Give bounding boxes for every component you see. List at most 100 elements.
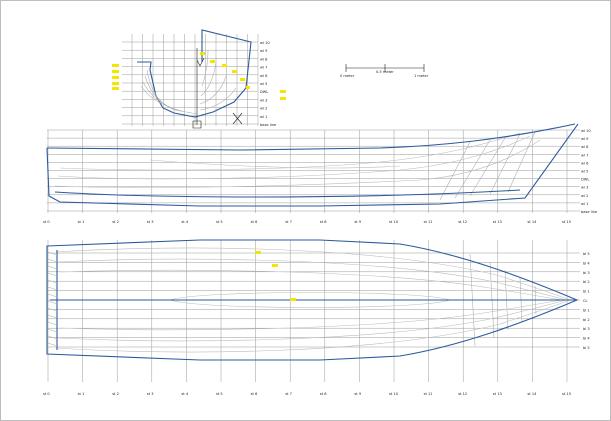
plan-station-label: st 12 bbox=[458, 392, 467, 396]
body-plan-wl-label: wl 10 bbox=[260, 41, 270, 45]
plan-transom-hatch-line bbox=[47, 321, 58, 326]
profile-wl-label: wl 6 bbox=[581, 161, 589, 165]
plan-buttock-label: CL bbox=[583, 299, 588, 303]
body-plan-highlights bbox=[112, 52, 286, 100]
plan-station-label: st 7 bbox=[285, 392, 292, 396]
plan-buttock-label: bl 2 bbox=[583, 318, 590, 322]
profile-station-label: st 11 bbox=[424, 220, 433, 224]
profile-wl-label: wl 9 bbox=[581, 137, 589, 141]
profile-station-label: st 5 bbox=[216, 220, 223, 224]
plan-transom-hatch bbox=[47, 251, 58, 347]
profile-station-label: st 13 bbox=[493, 220, 502, 224]
body-plan-arrow bbox=[196, 57, 205, 67]
plan-station-label: st 4 bbox=[181, 392, 188, 396]
plan-station-label: st 1 bbox=[78, 392, 85, 396]
profile-sections bbox=[439, 131, 536, 201]
body-plan-wl-labels: wl 10 wl 9 wl 8 wl 7 wl 6 wl 5 DWL wl 3 wl 2 wl 1… bbox=[260, 41, 277, 127]
scale-bar: 0 meter 0.5 meter 1 meter bbox=[340, 64, 429, 78]
profile-station-label: st 2 bbox=[112, 220, 119, 224]
plan-buttock-label: bl 5 bbox=[583, 252, 590, 256]
plan-buttock-label: bl 3 bbox=[583, 271, 590, 275]
plan-station-label: st 15 bbox=[562, 392, 571, 396]
plan-buttock-label: bl 4 bbox=[583, 337, 590, 341]
profile-station-label: st 15 bbox=[562, 220, 571, 224]
plan-buttock-label: bl 5 bbox=[583, 346, 590, 350]
profile-deck-line bbox=[54, 189, 521, 198]
plan-station-label: st 3 bbox=[147, 392, 154, 396]
body-plan-sections-right bbox=[199, 49, 237, 111]
scale-mid-label: 0.5 meter bbox=[376, 70, 394, 74]
body-plan: wl 10 wl 9 wl 8 wl 7 wl 6 wl 5 DWL wl 3 wl 2 wl 1… bbox=[112, 29, 286, 129]
profile-wl-labels: wl 10 wl 9 wl 8 wl 7 wl 6 wl 5 DWL wl 3 wl 2 wl 1… bbox=[581, 129, 598, 214]
plan-transom-hatch-line bbox=[47, 307, 58, 312]
profile-station-label: st 1 bbox=[78, 220, 85, 224]
plan-transom-hatch-line bbox=[47, 265, 58, 270]
body-plan-wl-label: wl 9 bbox=[260, 49, 268, 53]
profile-station-label: st 14 bbox=[527, 220, 537, 224]
plan-station-label: st 13 bbox=[493, 392, 502, 396]
body-plan-wl-label: DWL bbox=[260, 90, 268, 94]
plan-transom-hatch-line bbox=[47, 279, 58, 284]
body-plan-wl-label: wl 8 bbox=[260, 57, 268, 61]
profile-wl-label: base line bbox=[581, 210, 598, 214]
body-plan-wl-label: wl 1 bbox=[260, 115, 267, 119]
plan-transom-hatch-line bbox=[47, 258, 58, 263]
profile-station-label: st 12 bbox=[458, 220, 467, 224]
plan-transom-hatch-line bbox=[47, 272, 58, 277]
plan-station-label: st 5 bbox=[216, 392, 223, 396]
body-plan-wl-label: wl 7 bbox=[260, 66, 267, 70]
plan-buttock-label: bl 1 bbox=[583, 290, 590, 294]
scale-left-label: 0 meter bbox=[340, 74, 355, 78]
body-plan-keel bbox=[192, 120, 202, 129]
plan-transom-hatch-line bbox=[47, 251, 58, 256]
body-plan-wl-label: base line bbox=[260, 123, 277, 127]
profile-station-label: st 4 bbox=[181, 220, 188, 224]
plan-station-labels: st 0 st 1 st 2 st 3 st 4 st 5 st 6 st 7 st 8 st 9… bbox=[43, 392, 571, 396]
body-plan-wl-label: wl 3 bbox=[260, 98, 267, 102]
plan-station-label: st 14 bbox=[527, 392, 537, 396]
plan-transom-hatch-line bbox=[47, 328, 58, 333]
plan-outline bbox=[46, 239, 579, 361]
body-plan-wl-label: wl 5 bbox=[260, 82, 267, 86]
plan-station-label: st 8 bbox=[320, 392, 327, 396]
plan-station-label: st 10 bbox=[389, 392, 399, 396]
profile-station-label: st 0 bbox=[43, 220, 50, 224]
plan-transom-hatch-line bbox=[47, 300, 58, 305]
profile-wl-label: wl 3 bbox=[581, 186, 588, 190]
plan-highlights bbox=[255, 251, 296, 301]
plan-transom-hatch-line bbox=[47, 286, 58, 291]
profile-station-label: st 7 bbox=[285, 220, 292, 224]
profile-station-label: st 9 bbox=[354, 220, 361, 224]
body-plan-outline bbox=[137, 29, 252, 118]
scale-right-label: 1 meter bbox=[414, 74, 429, 78]
profile-keel-line bbox=[46, 123, 579, 207]
plan-view: bl 5 bl 4 bl 3 bl 2 bl 1 CL bl 1 bl 2 bl 3 bl 4 bl… bbox=[43, 239, 590, 396]
plan-transom-hatch-line bbox=[47, 293, 58, 298]
profile-sheer-line bbox=[46, 123, 576, 151]
profile-grid bbox=[47, 129, 580, 213]
body-plan-sections-left bbox=[140, 69, 198, 115]
plan-transom-hatch-line bbox=[47, 342, 58, 347]
plan-transom-hatch-line bbox=[47, 314, 58, 319]
plan-station-label: st 0 bbox=[43, 392, 50, 396]
profile-wl-label: wl 2 bbox=[581, 194, 588, 198]
plan-station-label: st 6 bbox=[251, 392, 258, 396]
body-plan-grid bbox=[122, 34, 259, 126]
profile-station-label: st 8 bbox=[320, 220, 327, 224]
profile-buttock-lines bbox=[54, 132, 541, 188]
profile-station-label: st 3 bbox=[147, 220, 154, 224]
plan-station-label: st 9 bbox=[354, 392, 361, 396]
plan-buttock-labels: bl 5 bl 4 bl 3 bl 2 bl 1 CL bl 1 bl 2 bl 3 bl 4 bl… bbox=[583, 252, 590, 350]
profile-station-labels: st 0 st 1 st 2 st 3 st 4 st 5 st 6 st 7 st 8 st 9… bbox=[43, 220, 571, 224]
plan-buttock-label: bl 4 bbox=[583, 261, 590, 265]
plan-buttock-label: bl 1 bbox=[583, 308, 590, 312]
body-plan-wl-label: wl 6 bbox=[260, 74, 268, 78]
profile-wl-label: wl 5 bbox=[581, 170, 588, 174]
profile-station-label: st 10 bbox=[389, 220, 399, 224]
plan-transom-hatch-line bbox=[47, 335, 58, 340]
plan-grid bbox=[47, 240, 580, 382]
body-plan-wl-label: wl 2 bbox=[260, 107, 267, 111]
body-plan-cross-mark bbox=[232, 112, 243, 125]
plan-buttock-label: bl 2 bbox=[583, 280, 590, 284]
